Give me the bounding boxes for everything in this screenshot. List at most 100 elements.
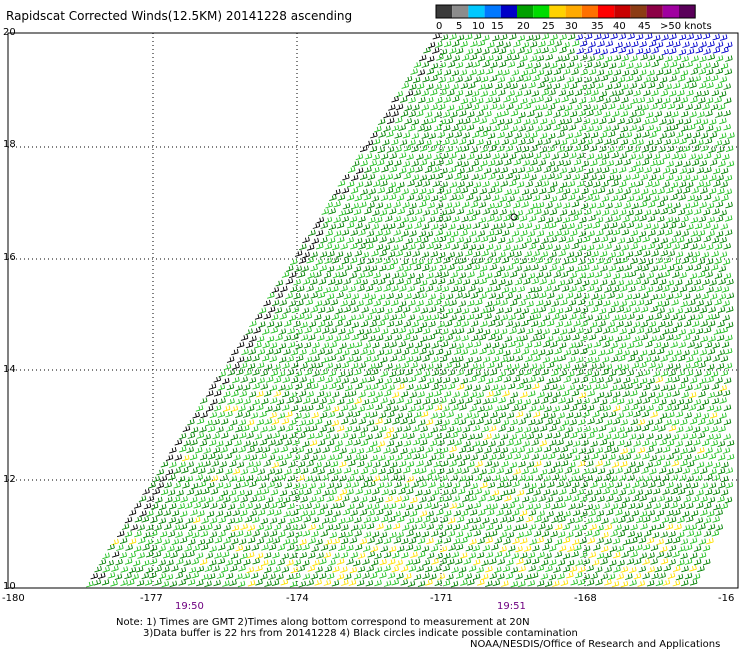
wind-barb: [694, 33, 703, 41]
wind-barb: [491, 194, 500, 202]
wind-barb: [378, 131, 386, 138]
wind-barb: [459, 69, 468, 76]
wind-barb: [656, 54, 664, 62]
wind-barb: [455, 47, 464, 55]
wind-barb: [612, 110, 620, 118]
wind-barb: [640, 173, 649, 181]
wind-barb: [369, 145, 378, 153]
wind-barb: [439, 209, 448, 217]
wind-barb: [345, 208, 354, 215]
wind-barb: [442, 243, 451, 250]
wind-barb: [506, 103, 514, 111]
wind-barb: [333, 200, 341, 208]
wind-barb: [312, 222, 321, 229]
swath-area: [88, 33, 738, 588]
wind-barb: [411, 174, 420, 181]
wind-barb: [698, 97, 706, 104]
wind-barb: [451, 243, 459, 250]
wind-barb: [285, 265, 294, 272]
wind-barb: [503, 244, 511, 252]
wind-barb: [387, 251, 396, 258]
wind-barb: [480, 146, 488, 153]
wind-barb: [642, 235, 650, 243]
wind-barb: [495, 159, 503, 167]
wind-barb: [308, 229, 316, 237]
wind-barb: [637, 96, 646, 104]
wind-barb: [487, 215, 495, 222]
wind-barb: [388, 193, 397, 201]
wind-barb: [494, 215, 503, 222]
wind-barb: [613, 215, 621, 222]
wind-barb: [499, 33, 508, 41]
wind-barb: [471, 103, 480, 111]
legend-label: 15: [491, 21, 504, 32]
wind-barb: [552, 97, 561, 105]
wind-barb: [639, 40, 647, 48]
wind-barb: [614, 201, 623, 209]
wind-barb: [707, 216, 715, 224]
wind-barb: [678, 194, 686, 201]
wind-barb: [522, 132, 531, 139]
wind-barb: [417, 243, 425, 250]
wind-barb: [710, 223, 719, 231]
wind-barb: [613, 69, 622, 76]
wind-barb: [349, 216, 358, 223]
wind-barb: [558, 250, 566, 257]
wind-barb: [423, 46, 431, 54]
wind-barb: [651, 236, 660, 244]
wind-barb: [612, 96, 620, 103]
wind-barb: [525, 152, 534, 159]
wind-barb: [383, 125, 391, 132]
wind-barb: [370, 131, 378, 139]
wind-barb: [398, 152, 407, 159]
wind-barb: [537, 81, 545, 89]
wind-barb: [542, 193, 551, 201]
wind-barb: [386, 117, 395, 125]
wind-barb: [377, 187, 386, 194]
wind-barb: [449, 194, 458, 201]
wind-barb: [457, 167, 465, 175]
wind-barb: [358, 229, 366, 236]
wind-barb: [480, 90, 489, 98]
wind-barb: [372, 166, 380, 174]
wind-barb: [560, 125, 568, 132]
wind-barb: [645, 180, 653, 188]
wind-barb: [587, 82, 596, 90]
wind-barb: [504, 188, 512, 196]
wind-barb: [669, 61, 678, 68]
wind-barb: [388, 181, 397, 189]
wind-barb: [549, 251, 557, 259]
wind-barb: [640, 188, 649, 195]
legend-swatch: [452, 5, 469, 18]
wind-barb: [661, 48, 669, 56]
wind-barb: [480, 130, 488, 138]
wind-barb: [583, 104, 591, 111]
wind-barb: [394, 146, 402, 153]
wind-barb: [397, 181, 405, 189]
wind-barb: [627, 33, 635, 40]
wind-barb: [601, 223, 610, 230]
wind-barb: [497, 76, 506, 83]
wind-barb: [581, 187, 589, 195]
wind-barb: [532, 223, 541, 231]
wind-barb: [552, 258, 561, 265]
wind-barb: [380, 194, 389, 202]
wind-barb: [720, 167, 729, 175]
wind-barb: [346, 221, 355, 229]
wind-barb: [553, 111, 561, 118]
wind-barb: [462, 132, 471, 139]
wind-barb: [691, 187, 699, 194]
wind-barb: [539, 132, 548, 140]
wind-barb: [433, 124, 442, 132]
legend-swatch: [565, 5, 582, 18]
wind-barb: [393, 201, 401, 208]
wind-barb: [392, 187, 401, 194]
wind-barb: [651, 250, 659, 257]
wind-barb: [433, 153, 442, 161]
wind-barb: [600, 61, 609, 69]
wind-barb: [371, 223, 380, 230]
wind-barb: [440, 181, 448, 189]
wind-barb: [573, 144, 582, 152]
wind-barb: [491, 181, 500, 188]
wind-barb: [682, 174, 691, 182]
